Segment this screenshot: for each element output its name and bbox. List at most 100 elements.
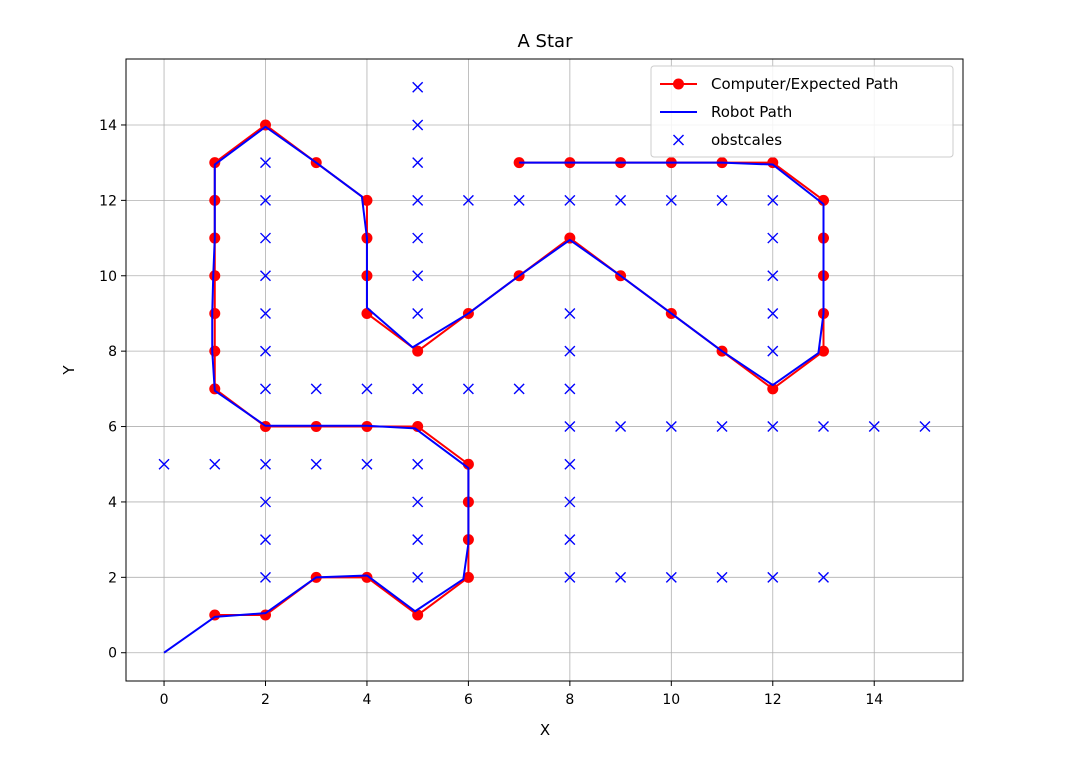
- data-point: [209, 345, 221, 357]
- obstacle-marker: [310, 383, 322, 395]
- obstacle-marker: [412, 458, 424, 470]
- obstacle-marker: [564, 345, 576, 357]
- x-tick-label: 4: [362, 692, 371, 708]
- data-point: [462, 571, 474, 583]
- series-computer-expected-path: [209, 119, 829, 621]
- obstacle-marker: [665, 571, 677, 583]
- data-point: [209, 270, 221, 282]
- x-tick-label: 6: [464, 692, 473, 708]
- obstacle-marker: [260, 345, 271, 357]
- series-layer: [158, 81, 931, 654]
- y-tick-label: 6: [108, 420, 117, 436]
- obstacle-marker: [615, 571, 627, 583]
- y-tick-label: 10: [99, 269, 117, 285]
- x-axis-label: X: [540, 721, 550, 739]
- obstacle-marker: [260, 496, 271, 508]
- obstacle-marker: [564, 571, 576, 583]
- obstacle-marker: [361, 458, 373, 470]
- y-tick-label: 2: [108, 570, 117, 586]
- obstacle-marker: [767, 194, 779, 206]
- obstacle-marker: [564, 534, 576, 546]
- obstacle-marker: [412, 383, 424, 395]
- obstacle-marker: [260, 232, 271, 244]
- obstacle-marker: [260, 194, 271, 206]
- obstacle-marker: [818, 421, 829, 433]
- tick-layer: 0 2 4 6 8 10 12 14 0 2 4 6 8 10 12 14: [99, 118, 883, 708]
- data-point: [209, 157, 221, 169]
- obstacle-marker: [412, 232, 424, 244]
- legend-box: [650, 65, 954, 158]
- obstacle-marker: [564, 383, 576, 395]
- obstacle-marker: [412, 119, 424, 131]
- obstacle-marker: [260, 270, 271, 282]
- obstacle-marker: [919, 421, 931, 433]
- data-point: [412, 345, 424, 357]
- obstacle-marker: [665, 194, 677, 206]
- series-obstcales: [158, 81, 931, 583]
- y-tick-label: 8: [108, 344, 117, 360]
- obstacle-marker: [462, 383, 474, 395]
- obstacle-marker: [716, 194, 728, 206]
- obstacle-marker: [158, 458, 170, 470]
- obstacle-marker: [513, 383, 525, 395]
- obstacle-marker: [564, 496, 576, 508]
- obstacle-marker: [412, 496, 424, 508]
- obstacle-marker: [260, 458, 271, 470]
- obstacle-marker: [260, 534, 271, 546]
- obstacle-marker: [767, 270, 779, 282]
- chart-title: A Star: [518, 31, 574, 52]
- legend-label-robot: Robot Path: [711, 103, 792, 121]
- obstacle-marker: [767, 571, 779, 583]
- obstacle-marker: [615, 421, 627, 433]
- obstacle-marker: [260, 307, 271, 319]
- obstacle-marker: [767, 307, 779, 319]
- obstacle-marker: [564, 194, 576, 206]
- data-point: [767, 383, 779, 395]
- legend-label-expected: Computer/Expected Path: [711, 75, 898, 93]
- obstacle-marker: [615, 194, 627, 206]
- y-tick-label: 4: [108, 495, 117, 511]
- obstacle-marker: [260, 157, 271, 169]
- x-tick-label: 12: [764, 692, 782, 708]
- y-axis-label: Y: [60, 365, 78, 376]
- computer-expected-path-line: [213, 123, 825, 617]
- obstacle-marker: [412, 194, 424, 206]
- obstacle-marker: [513, 194, 525, 206]
- obstacle-marker: [665, 421, 677, 433]
- series-robot-path: [163, 125, 825, 654]
- obstacle-marker: [361, 383, 373, 395]
- y-tick-label: 12: [99, 193, 117, 209]
- obstacle-marker: [868, 421, 880, 433]
- obstacle-marker: [564, 421, 576, 433]
- obstacle-marker: [412, 307, 424, 319]
- data-point: [209, 307, 221, 319]
- legend-marker-expected: [673, 78, 684, 90]
- data-point: [361, 307, 373, 319]
- x-tick-label: 10: [662, 692, 680, 708]
- plot-area-frame: [125, 58, 964, 682]
- obstacle-marker: [767, 421, 779, 433]
- data-point: [412, 609, 424, 621]
- x-tick-label: 14: [865, 692, 883, 708]
- obstacle-marker: [412, 81, 424, 93]
- obstacle-marker: [260, 571, 271, 583]
- obstacle-marker: [767, 232, 779, 244]
- x-tick-label: 0: [160, 692, 169, 708]
- robot-path-line: [163, 125, 825, 654]
- obstacle-marker: [260, 383, 271, 395]
- legend-marker-obstacles: [673, 134, 684, 146]
- obstacle-marker: [412, 534, 424, 546]
- obstacle-marker: [412, 571, 424, 583]
- x-tick-label: 2: [261, 692, 270, 708]
- obstacle-marker: [462, 194, 474, 206]
- obstacle-marker: [412, 270, 424, 282]
- obstacle-marker: [564, 307, 576, 319]
- obstacle-marker: [209, 458, 221, 470]
- obstacle-marker: [716, 421, 728, 433]
- y-tick-label: 0: [108, 646, 117, 662]
- legend-label-obstacles: obstcales: [711, 131, 782, 149]
- obstacle-marker: [412, 157, 424, 169]
- x-tick-label: 8: [565, 692, 574, 708]
- legend: Computer/Expected Path Robot Path obstca…: [650, 65, 954, 158]
